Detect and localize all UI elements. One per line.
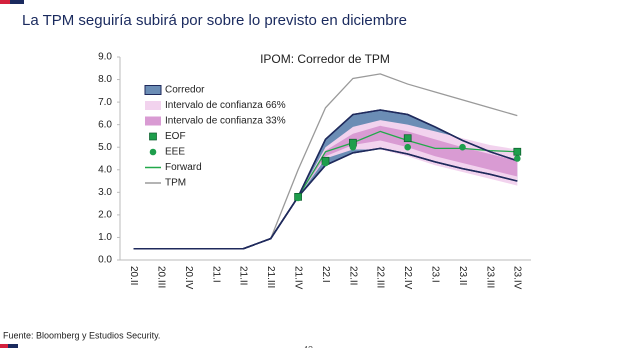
x-tick-label: 21.IV (292, 266, 303, 290)
legend-swatch (149, 132, 157, 141)
x-tick-label: 21.III (265, 266, 276, 288)
circle-marker (349, 143, 357, 151)
y-tick-label: 9.0 (98, 52, 112, 63)
band-edge (133, 109, 518, 250)
legend-swatch (145, 116, 161, 126)
x-tick-label: 20.II (128, 266, 139, 285)
x-tick-label: 22.III (375, 266, 386, 288)
y-tick-label: 3.0 (98, 187, 112, 198)
circle-marker (322, 159, 329, 167)
legend-label: Corredor (165, 85, 205, 96)
logo-blue (10, 0, 24, 4)
circle-marker (294, 194, 302, 202)
band (133, 110, 518, 249)
y-tick-label: 8.0 (98, 74, 112, 85)
circle-marker (514, 155, 521, 162)
x-tick-label: 22.II (347, 266, 358, 285)
y-tick-label: 5.0 (98, 142, 112, 153)
logo-blue (8, 344, 18, 348)
y-tick-label: 2.0 (98, 210, 112, 221)
square-marker (513, 147, 522, 156)
x-tick-label: 20.III (155, 266, 166, 288)
line (270, 73, 518, 239)
legend-label: Intervalo de confianza 66% (165, 100, 286, 111)
legend-label: EEE (165, 147, 185, 158)
y-tick-label: 6.0 (98, 119, 112, 130)
square-marker (403, 134, 412, 143)
legend-label: EOF (165, 131, 186, 142)
x-tick-label: 23.II (457, 266, 468, 285)
logo-red (0, 344, 8, 348)
x-tick-label: 22.I (320, 266, 331, 283)
x-tick-label: 23.IV (512, 266, 523, 290)
y-tick-label: 4.0 (98, 164, 112, 175)
y-tick-label: 7.0 (98, 97, 112, 108)
y-tick-label: 0.0 (98, 255, 112, 266)
legend-swatch (145, 101, 161, 110)
legend-swatch (149, 148, 157, 156)
slide-title: La TPM seguiría subirá por sobre lo prev… (22, 12, 407, 29)
x-tick-label: 23.I (429, 266, 440, 283)
legend-label: TPM (165, 178, 186, 189)
x-tick-label: 22.IV (402, 266, 413, 290)
x-tick-label: 23.III (484, 266, 495, 288)
source: Fuente: Bloomberg y Estudios Security. (3, 330, 160, 340)
legend-label: Intervalo de confianza 33% (165, 116, 286, 127)
x-tick-label: 20.IV (183, 266, 194, 290)
x-tick-label: 21.II (238, 266, 249, 285)
x-tick-label: 21.I (210, 266, 221, 283)
legend-label: Forward (165, 162, 202, 173)
band-edge (133, 109, 518, 250)
y-tick-label: 1.0 (98, 232, 112, 243)
logo-red (0, 0, 10, 4)
page-number: 43 (303, 344, 313, 348)
circle-marker (459, 143, 466, 151)
circle-marker (404, 143, 412, 151)
legend-swatch (144, 85, 162, 95)
chart-title: IPOM: Corredor de TPM (260, 52, 390, 66)
